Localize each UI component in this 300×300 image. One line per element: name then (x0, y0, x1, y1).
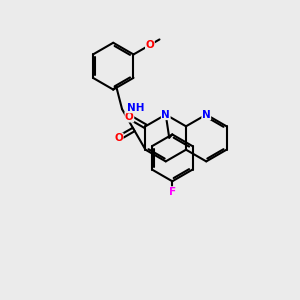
Text: N: N (202, 110, 211, 120)
Text: O: O (125, 112, 134, 122)
Text: O: O (146, 40, 154, 50)
Text: F: F (169, 187, 176, 197)
Text: NH: NH (127, 103, 145, 113)
Text: N: N (161, 110, 170, 120)
Text: O: O (114, 133, 123, 143)
